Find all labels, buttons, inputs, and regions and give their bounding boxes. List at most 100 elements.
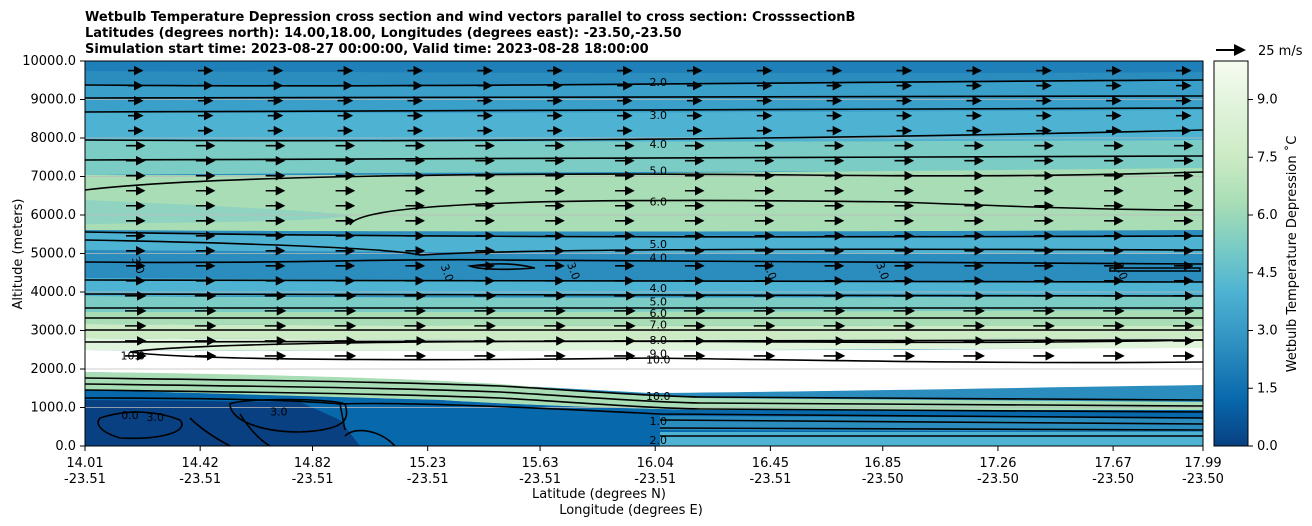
contour-label: 5.0: [649, 165, 667, 178]
y-tick-label: 1000.0: [31, 401, 77, 416]
x-tick-label-lat: 16.85: [864, 456, 901, 471]
contour-label: 3.0: [438, 262, 456, 283]
contour-label: 3.0: [270, 405, 288, 418]
contour-label: 4.0: [649, 251, 667, 264]
chart-title-line-1: Wetbulb Temperature Depression cross sec…: [85, 10, 855, 25]
contour-label: 3.0: [649, 109, 667, 122]
contour-label: 4.0: [649, 138, 667, 151]
field-band: [85, 324, 1203, 340]
contour-line: [85, 377, 1203, 401]
x-tick-label-lon: -23.51: [634, 472, 676, 487]
x-tick-label-lon: -23.51: [292, 472, 334, 487]
contour-label: 3.0: [873, 261, 891, 282]
colorbar-tick-label: 7.5: [1257, 150, 1278, 165]
contour-line: [129, 351, 1203, 364]
contour-label: 6.0: [649, 307, 667, 320]
contour-label: 9.0: [649, 348, 667, 361]
y-tick-label: 7000.0: [31, 170, 77, 185]
contour-label: 10.0: [646, 353, 671, 366]
y-tick-label: 2000.0: [31, 362, 77, 377]
chart-title-line-3: Simulation start time: 2023-08-27 00:00:…: [85, 42, 649, 57]
y-tick-label: 10000.0: [22, 54, 76, 69]
field-band: [85, 278, 1203, 296]
x-tick-label-lat: 14.01: [66, 456, 103, 471]
chart-title-line-2: Latitudes (degrees north): 14.00,18.00, …: [85, 26, 682, 41]
field-band: [85, 250, 1203, 278]
x-tick-label-lat: 17.99: [1184, 456, 1221, 471]
x-axis-label-secondary: Longitude (degrees E): [559, 503, 703, 518]
contour-line: [349, 199, 1203, 226]
contour-label: 2.0: [649, 434, 667, 447]
x-axis: 14.01-23.5114.42-23.5114.82-23.5115.23-2…: [64, 446, 1224, 487]
contour-line: [189, 417, 231, 446]
x-tick-label-lat: 17.26: [979, 456, 1016, 471]
contour-line: [85, 129, 1203, 142]
x-tick-label-lon: -23.51: [519, 472, 561, 487]
x-tick-label-lon: -23.51: [749, 472, 791, 487]
quiver-key-label: 25 m/s: [1258, 44, 1303, 59]
x-tick-label-lon: -23.50: [1182, 472, 1224, 487]
contour-label: 3.0: [129, 255, 147, 276]
x-tick-label-lat: 14.82: [294, 456, 331, 471]
contour-line: [85, 79, 1203, 87]
x-tick-label-lon: -23.51: [407, 472, 449, 487]
y-tick-label: 3000.0: [31, 324, 77, 339]
field-band: [660, 432, 1203, 446]
colorbar-tick-label: 1.5: [1257, 381, 1278, 396]
contour-line: [85, 389, 1203, 413]
colorbar-tick-label: 0.0: [1257, 439, 1278, 454]
y-tick-label: 9000.0: [31, 93, 77, 108]
colorbar-tick-label: 6.0: [1257, 208, 1278, 223]
contour-label: 3.0: [564, 261, 582, 282]
colorbar-tick-label: 9.0: [1257, 93, 1278, 108]
contour-labels: 2.03.04.05.06.05.04.04.05.06.07.08.09.01…: [121, 76, 1131, 447]
x-tick-label-lat: 15.23: [409, 456, 446, 471]
y-axis: 0.0 1000.0 2000.0 3000.0 4000.0 5000.0 6000.0 7…: [22, 54, 85, 454]
y-tick-label: 4000.0: [31, 285, 77, 300]
contour-label: 10.0: [646, 390, 671, 403]
x-tick-label-lon: -23.51: [179, 472, 221, 487]
field-band: [85, 61, 1203, 74]
x-tick-label-lat: 14.42: [182, 456, 219, 471]
contour-label: 1.0: [649, 415, 667, 428]
y-axis-label: Altitude (meters): [11, 199, 26, 310]
x-tick-label-lon: -23.50: [1092, 472, 1134, 487]
contour-label: 10.0: [121, 350, 146, 363]
contour-label: 4.0: [649, 282, 667, 295]
x-tick-label-lat: 16.04: [637, 456, 674, 471]
contour-line: [97, 411, 183, 440]
colorbar-tick-label: 3.0: [1257, 324, 1278, 339]
contour-line: [129, 339, 1203, 353]
contour-line: [1109, 267, 1201, 272]
colorbar-label: Wetbulb Temperature Depression ˚C: [1284, 136, 1300, 373]
contour-label: 3.0: [1112, 261, 1130, 282]
x-tick-label-lon: -23.50: [977, 472, 1019, 487]
contour-line: [85, 171, 1203, 191]
contour-line: [659, 427, 1203, 431]
x-tick-label-lon: -23.51: [64, 472, 106, 487]
contour-label: 6.0: [649, 196, 667, 209]
y-tick-label: 8000.0: [31, 131, 77, 146]
contour-line: [659, 419, 1203, 425]
contour-label: 0.0: [121, 409, 139, 422]
wind-vectors: [125, 65, 1195, 361]
y-tick-label: 0.0: [55, 439, 76, 454]
y-tick-label: 6000.0: [31, 208, 77, 223]
x-axis-label: Latitude (degrees N): [532, 487, 666, 502]
contour-line: [339, 403, 346, 431]
contour-label: 2.0: [649, 76, 667, 89]
contour-line: [85, 239, 1203, 256]
field-band: [85, 168, 1203, 232]
colorbar: [1213, 60, 1249, 447]
contour-label: 7.0: [649, 319, 667, 332]
x-tick-label-lon: -23.50: [862, 472, 904, 487]
contour-label: 3.0: [146, 411, 164, 424]
x-tick-label-lat: 16.45: [752, 456, 789, 471]
field-band: [85, 400, 360, 446]
x-tick-label-lat: 17.67: [1095, 456, 1132, 471]
contour-label: 8.0: [649, 334, 667, 347]
contour-line: [344, 429, 396, 446]
contour-label: 3.0: [761, 261, 779, 282]
field-band: [85, 110, 1203, 142]
